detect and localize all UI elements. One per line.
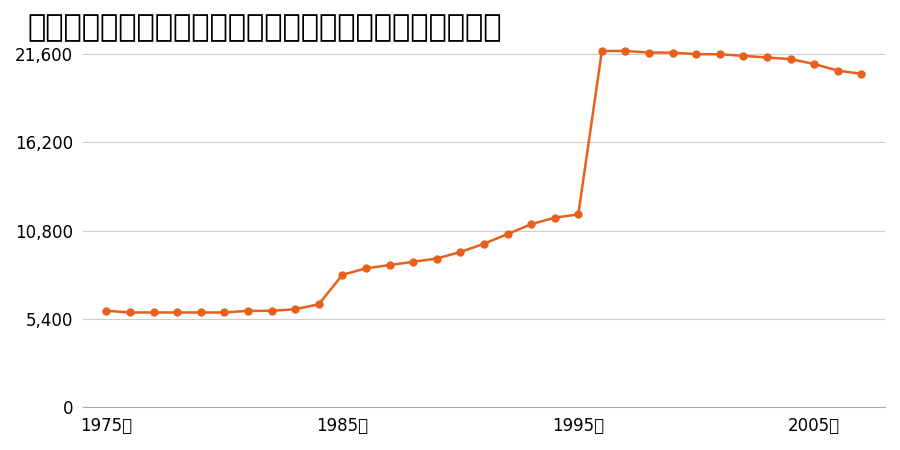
Text: 滋賀県坂田郡近江町大字箕浦字立町１６１番２の地価推移: 滋賀県坂田郡近江町大字箕浦字立町１６１番２の地価推移 <box>27 14 501 42</box>
